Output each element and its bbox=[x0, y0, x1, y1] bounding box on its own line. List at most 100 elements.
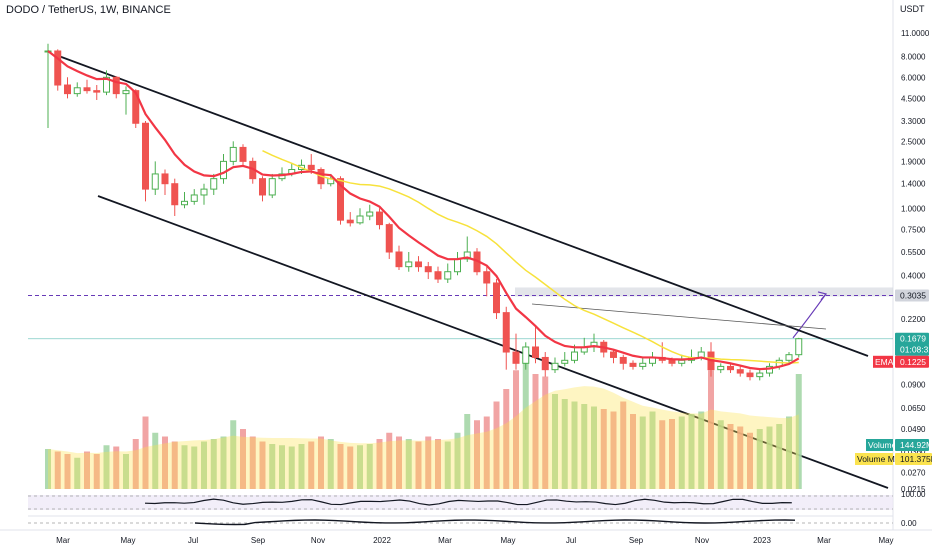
candle bbox=[746, 369, 754, 381]
second-oscillator-line bbox=[194, 519, 796, 526]
time-tick-label: Mar bbox=[817, 536, 831, 545]
volume-bar bbox=[230, 420, 237, 489]
volume-bar bbox=[435, 439, 441, 489]
volume-bar bbox=[737, 426, 744, 489]
candle bbox=[561, 352, 569, 367]
volume-bar bbox=[308, 441, 315, 489]
volume-bar bbox=[64, 454, 71, 489]
target-price-tag: 0.3035 bbox=[900, 290, 926, 300]
candle-body bbox=[717, 365, 725, 371]
price-tick-label: 0.0650 bbox=[901, 404, 926, 413]
candle bbox=[639, 357, 647, 370]
volume-bar bbox=[571, 401, 578, 489]
candle-body bbox=[512, 351, 520, 364]
volume-ma-value-tag-bg bbox=[895, 453, 932, 465]
channel-lower-line bbox=[97, 195, 889, 489]
candle-body bbox=[239, 146, 247, 162]
candle-body bbox=[629, 362, 637, 367]
candle-body bbox=[122, 90, 130, 95]
volume-bar bbox=[201, 441, 207, 489]
last-price-tag: 0.1679 bbox=[900, 334, 926, 344]
candle bbox=[132, 89, 140, 128]
price-tick-label: 8.0000 bbox=[901, 52, 926, 61]
candle bbox=[395, 245, 403, 270]
volume-ma-label: Volume MA bbox=[857, 454, 901, 464]
price-tick-label: 1.9000 bbox=[901, 157, 926, 166]
candle-body bbox=[434, 271, 442, 280]
candle-body bbox=[366, 211, 374, 217]
volume-bar bbox=[240, 429, 246, 489]
candle bbox=[44, 43, 52, 128]
candle bbox=[766, 363, 773, 377]
candle-body bbox=[785, 354, 793, 361]
candle-body bbox=[541, 356, 549, 371]
ema-value-tag: 0.1225 bbox=[900, 357, 926, 367]
candle bbox=[64, 77, 71, 99]
volume-bar bbox=[269, 444, 276, 489]
candle bbox=[405, 252, 413, 272]
candle bbox=[502, 306, 510, 370]
volume-bar bbox=[717, 420, 724, 489]
channel-upper-line bbox=[55, 54, 869, 357]
time-tick-label: Sep bbox=[629, 536, 644, 545]
price-unit: USDT bbox=[900, 4, 925, 14]
candle-body bbox=[395, 251, 403, 268]
volume-bar bbox=[630, 414, 636, 489]
volume-ma-label-bg bbox=[855, 453, 893, 465]
candle bbox=[590, 333, 598, 353]
candle bbox=[541, 352, 549, 377]
candle bbox=[356, 208, 364, 225]
price-tick-label: 3.3000 bbox=[901, 117, 926, 126]
volume-bar bbox=[454, 432, 461, 489]
volume-bar bbox=[386, 432, 393, 489]
candle-body bbox=[668, 359, 676, 364]
volume-bar bbox=[103, 445, 110, 489]
projection-arrow bbox=[792, 293, 827, 339]
price-tick-label: 11.0000 bbox=[901, 29, 930, 38]
candle-body bbox=[73, 87, 81, 95]
volume-bar bbox=[639, 416, 646, 489]
time-tick-label: 2022 bbox=[373, 536, 391, 545]
candle bbox=[736, 366, 744, 377]
volume-bar bbox=[405, 439, 412, 489]
candle bbox=[73, 82, 81, 97]
candle bbox=[268, 173, 276, 199]
candle-body bbox=[376, 211, 383, 226]
volume-bar bbox=[444, 441, 451, 489]
price-tick-label: 0.0490 bbox=[901, 425, 926, 434]
candle bbox=[259, 176, 266, 202]
volume-bar bbox=[795, 374, 802, 489]
candle bbox=[83, 79, 91, 94]
moving-average-line bbox=[262, 150, 799, 364]
candle-body bbox=[83, 87, 91, 92]
candle-body bbox=[678, 359, 686, 364]
volume-bar bbox=[318, 436, 324, 489]
time-tick-label: Nov bbox=[695, 536, 709, 545]
price-tick-label: 0.0215 bbox=[901, 485, 926, 494]
candle-body bbox=[103, 76, 110, 93]
candle bbox=[151, 161, 159, 195]
volume-bar bbox=[669, 419, 675, 489]
ema-line bbox=[47, 50, 800, 371]
candle bbox=[54, 49, 62, 91]
volume-bar bbox=[483, 416, 490, 489]
volume-bar bbox=[532, 374, 539, 489]
candle bbox=[434, 266, 442, 283]
candle-body bbox=[483, 271, 491, 284]
candle-body bbox=[346, 219, 354, 224]
volume-bar bbox=[698, 411, 705, 489]
projection-arrowhead bbox=[817, 291, 828, 301]
volume-bar bbox=[396, 436, 402, 489]
volume-bar bbox=[610, 411, 617, 489]
candle bbox=[415, 256, 422, 272]
volume-bar bbox=[327, 439, 334, 489]
volume-bar bbox=[581, 404, 588, 489]
countdown-tag-bg bbox=[895, 343, 929, 356]
volume-bar bbox=[162, 436, 168, 489]
candle-body bbox=[424, 266, 432, 273]
candle bbox=[142, 121, 149, 202]
volume-value-tag: 144.92M bbox=[900, 440, 932, 450]
candle bbox=[551, 357, 559, 374]
candle-body bbox=[571, 351, 578, 361]
